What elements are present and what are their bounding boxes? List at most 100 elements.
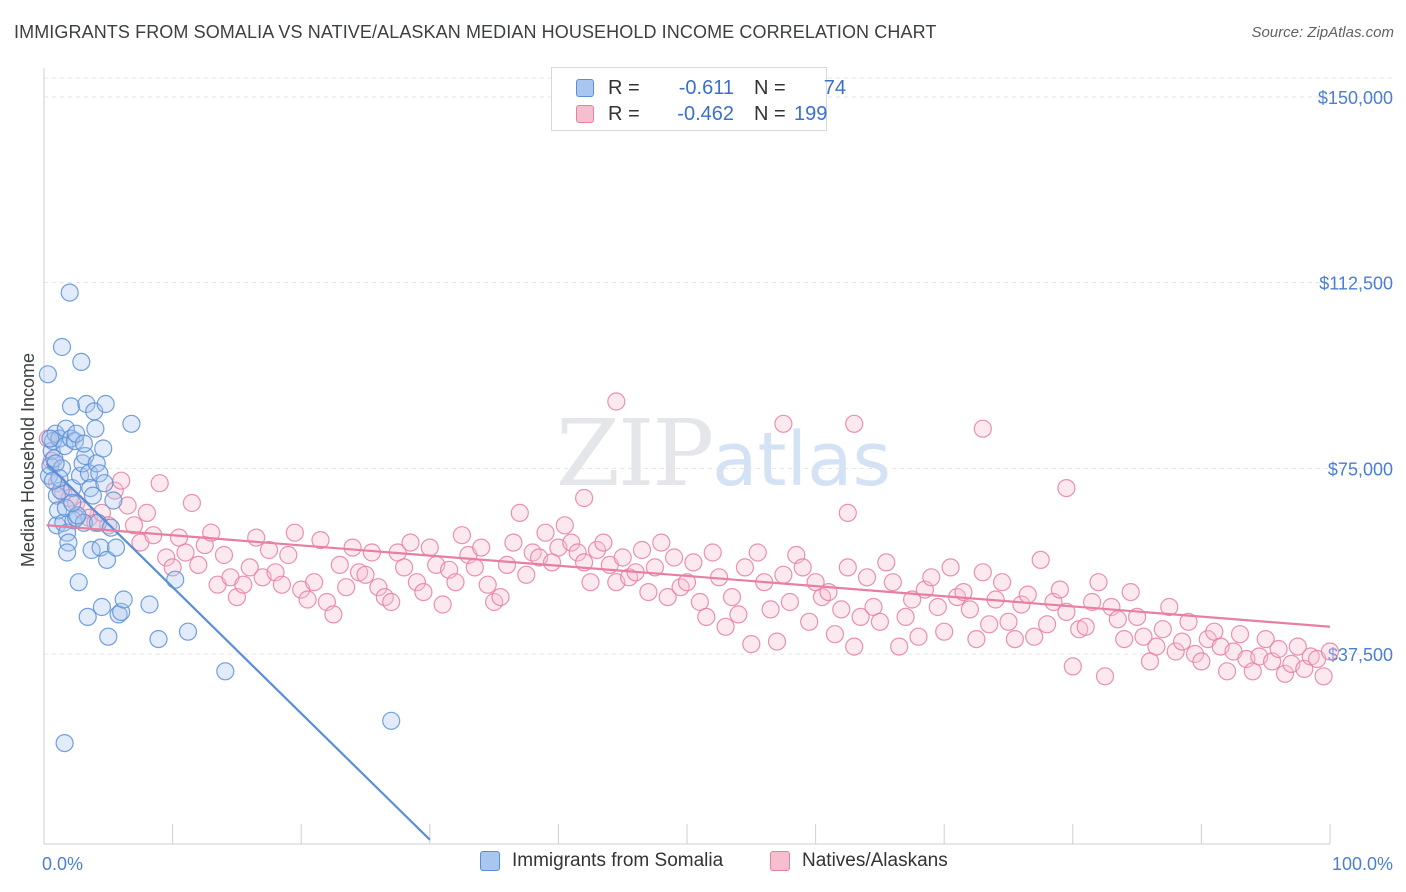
trend-lines: [45, 462, 1331, 841]
natives-label: Natives/Alaskans: [802, 850, 948, 871]
natives-point: [973, 563, 992, 582]
natives-point: [420, 538, 439, 557]
natives-point: [870, 612, 890, 631]
somalia-point: [216, 662, 235, 681]
natives-point: [992, 573, 1012, 592]
somalia-point: [90, 464, 109, 483]
natives-point: [1160, 597, 1179, 617]
natives-point: [838, 558, 857, 577]
natives-point: [1275, 664, 1295, 683]
natives-point: [150, 474, 169, 493]
natives-point: [1050, 580, 1070, 599]
natives-point: [452, 526, 471, 545]
y-tick-label: $75,000: [1328, 459, 1393, 479]
natives-point: [845, 637, 864, 656]
natives-point: [118, 496, 137, 515]
somalia-point: [74, 434, 94, 453]
somalia-point: [41, 429, 60, 448]
natives-point: [587, 540, 607, 560]
natives-point: [729, 605, 748, 624]
natives-point: [664, 548, 684, 567]
natives-point: [632, 540, 652, 560]
natives-point: [645, 558, 665, 577]
natives-point: [697, 607, 716, 627]
natives-point: [568, 543, 587, 562]
natives-point: [658, 587, 677, 607]
natives-point: [1031, 550, 1050, 570]
natives-point: [774, 565, 793, 584]
legend-n-value: 199: [794, 102, 828, 125]
natives-point: [324, 605, 343, 624]
axis-labels: Median Household Income: [18, 353, 38, 567]
somalia-point: [92, 597, 112, 617]
natives-point: [1025, 627, 1044, 646]
natives-point: [169, 528, 189, 547]
natives-point: [272, 575, 291, 594]
somalia-point: [114, 590, 133, 609]
natives-point: [1012, 595, 1031, 614]
natives-point: [857, 568, 877, 587]
natives-point: [555, 516, 574, 535]
natives-point: [517, 565, 536, 584]
natives-point: [330, 555, 349, 575]
natives-point: [613, 548, 632, 567]
somalia-point: [52, 337, 72, 357]
natives-point: [1057, 479, 1076, 498]
somalia-points: [38, 283, 401, 753]
natives-point: [742, 634, 761, 654]
natives-point: [909, 627, 928, 646]
natives-point: [382, 592, 401, 612]
natives-point: [465, 558, 484, 577]
natives-point: [311, 530, 330, 550]
legend-row-somalia: R = -0.611 N = 74: [576, 76, 846, 100]
natives-point: [1166, 642, 1185, 661]
natives-point: [446, 573, 465, 592]
natives-point: [1095, 667, 1115, 686]
legend-swatch-somalia: [576, 79, 594, 97]
somalia-point: [78, 607, 97, 627]
natives-point: [780, 592, 800, 612]
somalia-point: [178, 622, 198, 641]
natives-point: [748, 543, 767, 562]
natives-point: [581, 573, 600, 592]
somalia-point: [57, 543, 77, 562]
natives-point: [478, 575, 497, 594]
legend-r-value: -0.611: [678, 76, 734, 99]
natives-point: [214, 545, 234, 565]
natives-point: [343, 538, 362, 557]
somalia-point: [56, 419, 76, 438]
natives-point: [189, 555, 208, 575]
somalia-point: [67, 424, 86, 443]
natives-point: [980, 615, 999, 634]
natives-point: [941, 558, 960, 577]
natives-point: [1037, 615, 1057, 634]
natives-point: [960, 600, 980, 619]
y-tick-label: $150,000: [1318, 88, 1393, 108]
natives-point: [800, 612, 819, 631]
somalia-point: [382, 711, 401, 730]
natives-point: [1192, 652, 1211, 671]
somalia-trend-line: [45, 462, 431, 841]
chart-source: Source: ZipAtlas.com: [1251, 24, 1394, 41]
natives-trend-line: [46, 524, 1331, 628]
natives-point: [1269, 639, 1288, 659]
natives-point: [497, 555, 517, 575]
somalia-point: [46, 454, 65, 473]
legend-n-label: N =: [754, 102, 786, 125]
natives-point: [247, 528, 266, 547]
natives-point: [279, 545, 298, 565]
y-tick-label: $37,500: [1328, 645, 1393, 665]
natives-point: [337, 578, 356, 597]
natives-point: [1256, 629, 1275, 649]
somalia-point: [140, 595, 159, 614]
natives-point: [1115, 629, 1134, 649]
natives-point: [973, 419, 992, 438]
legend-r-label: R =: [608, 76, 640, 99]
natives-point: [967, 629, 986, 649]
natives-point: [594, 533, 613, 552]
somalia-point: [77, 394, 96, 414]
somalia-point: [96, 394, 115, 414]
natives-point: [137, 503, 156, 523]
legend-item-natives: Natives/Alaskans: [770, 850, 948, 872]
